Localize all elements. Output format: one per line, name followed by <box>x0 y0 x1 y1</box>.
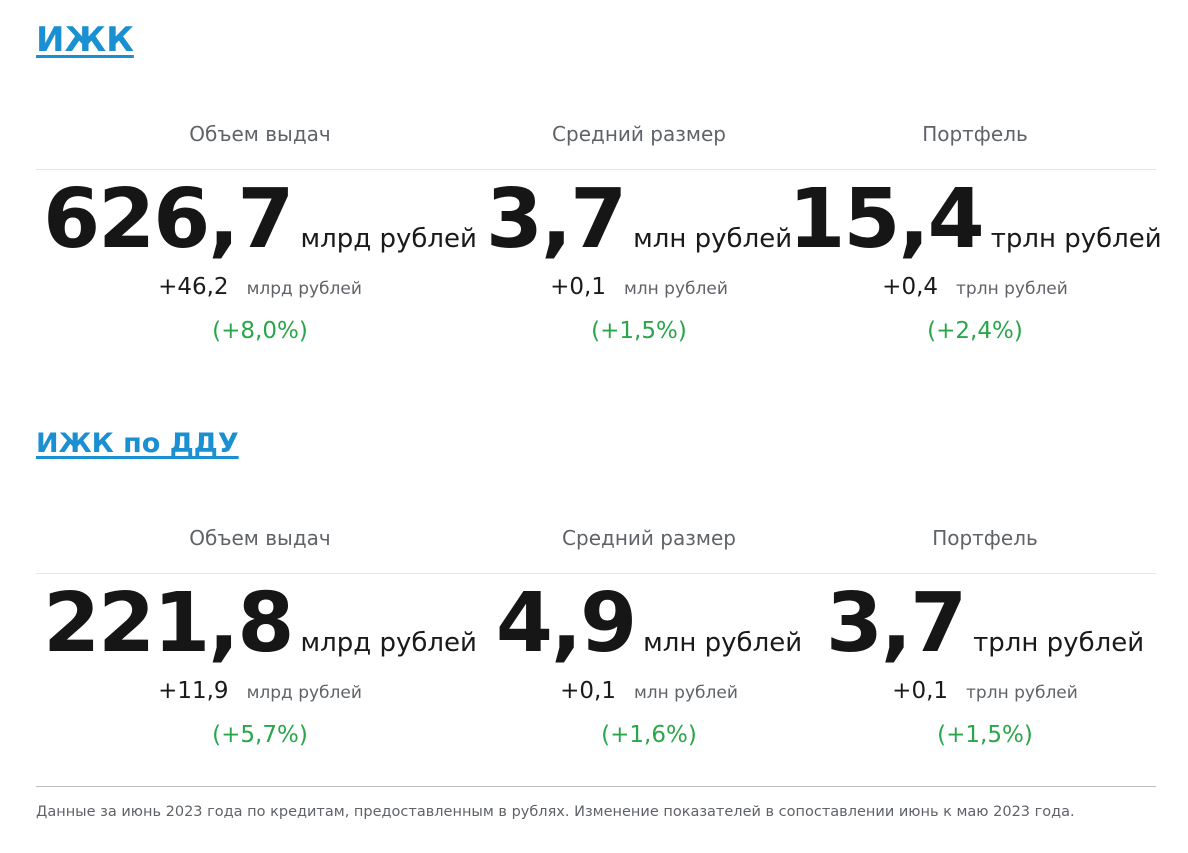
metric-big-row: 626,7 млрд рублей <box>43 170 477 270</box>
footnote: Данные за июнь 2023 года по кредитам, пр… <box>36 804 1075 820</box>
metric-big-row: 4,9 млн рублей <box>496 574 802 674</box>
delta-value: +0,1 <box>550 274 606 300</box>
label-portfolio: Портфель <box>932 526 1038 550</box>
metric-delta: +0,1 млн рублей <box>550 274 728 308</box>
metric-value: 626,7 <box>43 172 294 267</box>
delta-percent: (+1,5%) <box>591 318 687 344</box>
metric-unit: млн рублей <box>643 628 803 658</box>
metric-big-row: 15,4 трлн рублей <box>788 170 1161 270</box>
metric-values-row: 221,8 млрд рублей +11,9 млрд рублей (+5,… <box>36 574 1156 748</box>
label-average-size: Средний размер <box>562 526 736 550</box>
metric-value: 4,9 <box>495 576 637 671</box>
label-volume: Объем выдач <box>189 122 331 146</box>
metric-portfolio: 3,7 трлн рублей +0,1 трлн рублей (+1,5%) <box>814 574 1156 748</box>
metric-unit: млн рублей <box>633 224 793 254</box>
metric-labels-row: Объем выдач Средний размер Портфель <box>36 120 1156 170</box>
metric-unit: млрд рублей <box>300 224 477 254</box>
metric-average-size: 4,9 млн рублей +0,1 млн рублей (+1,6%) <box>484 574 814 748</box>
delta-percent: (+1,6%) <box>601 722 697 748</box>
metric-value: 221,8 <box>43 576 294 671</box>
delta-percent: (+5,7%) <box>212 722 308 748</box>
metric-unit: трлн рублей <box>973 628 1145 658</box>
metric-value: 15,4 <box>788 172 984 267</box>
delta-percent: (+2,4%) <box>927 318 1023 344</box>
metric-value: 3,7 <box>825 576 967 671</box>
metric-average-size: 3,7 млн рублей +0,1 млн рублей (+1,5%) <box>484 170 794 344</box>
delta-unit: млн рублей <box>633 683 738 703</box>
label-average-size: Средний размер <box>552 122 726 146</box>
metric-labels-row: Объем выдач Средний размер Портфель <box>36 524 1156 574</box>
section-title-izhk[interactable]: ИЖК <box>36 20 134 60</box>
metric-delta: +46,2 млрд рублей <box>158 274 362 308</box>
delta-percent: (+1,5%) <box>937 722 1033 748</box>
delta-value: +0,1 <box>892 678 949 704</box>
delta-value: +0,1 <box>560 678 616 704</box>
delta-value: +46,2 <box>158 274 229 300</box>
metric-delta: +0,1 трлн рублей <box>892 678 1078 712</box>
metric-unit: млрд рублей <box>300 628 477 658</box>
metric-unit: трлн рублей <box>990 224 1162 254</box>
metric-values-row: 626,7 млрд рублей +46,2 млрд рублей (+8,… <box>36 170 1162 344</box>
section-title-izhk-ddu[interactable]: ИЖК по ДДУ <box>36 428 239 459</box>
delta-percent: (+8,0%) <box>212 318 308 344</box>
izhk-ddu-metrics: Объем выдач Средний размер Портфель 221,… <box>36 524 1156 748</box>
delta-unit: млрд рублей <box>246 683 362 703</box>
delta-unit: трлн рублей <box>966 683 1078 703</box>
metric-big-row: 3,7 трлн рублей <box>826 574 1144 674</box>
izhk-metrics: Объем выдач Средний размер Портфель 626,… <box>36 120 1162 344</box>
metric-delta: +0,4 трлн рублей <box>882 274 1068 308</box>
footer-divider <box>36 786 1156 787</box>
delta-unit: млрд рублей <box>246 279 362 299</box>
label-volume: Объем выдач <box>189 526 331 550</box>
metric-portfolio: 15,4 трлн рублей +0,4 трлн рублей (+2,4%… <box>788 170 1161 344</box>
delta-value: +11,9 <box>158 678 229 704</box>
metric-delta: +0,1 млн рублей <box>560 678 738 712</box>
metric-volume: 626,7 млрд рублей +46,2 млрд рублей (+8,… <box>36 170 484 344</box>
metric-big-row: 221,8 млрд рублей <box>43 574 477 674</box>
metric-volume: 221,8 млрд рублей +11,9 млрд рублей (+5,… <box>36 574 484 748</box>
metric-delta: +11,9 млрд рублей <box>158 678 362 712</box>
metric-big-row: 3,7 млн рублей <box>486 170 792 270</box>
label-portfolio: Портфель <box>922 122 1028 146</box>
delta-value: +0,4 <box>882 274 939 300</box>
delta-unit: трлн рублей <box>956 279 1068 299</box>
metric-value: 3,7 <box>485 172 627 267</box>
delta-unit: млн рублей <box>623 279 728 299</box>
